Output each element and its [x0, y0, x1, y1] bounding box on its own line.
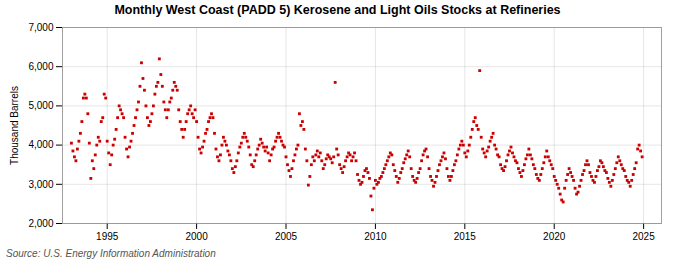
svg-text:2,000: 2,000: [28, 218, 53, 229]
svg-text:7,000: 7,000: [28, 22, 53, 33]
svg-text:2025: 2025: [632, 231, 655, 242]
svg-text:2015: 2015: [454, 231, 477, 242]
svg-text:3,000: 3,000: [28, 179, 53, 190]
svg-text:5,000: 5,000: [28, 100, 53, 111]
svg-text:2020: 2020: [543, 231, 566, 242]
svg-text:2010: 2010: [364, 231, 387, 242]
svg-text:2005: 2005: [275, 231, 298, 242]
svg-text:6,000: 6,000: [28, 61, 53, 72]
html-text:Monthly West Coast (PADD 5) Ke: Monthly West Coast (PADD 5) Kerosene and…: [114, 3, 561, 17]
html-text:Source: U.S. Energy Informatio: Source: U.S. Energy Information Administ…: [6, 248, 216, 259]
svg-text:Thousand Barrels: Thousand Barrels: [9, 86, 20, 165]
svg-text:4,000: 4,000: [28, 139, 53, 150]
svg-text:1995: 1995: [96, 231, 119, 242]
svg-text:2000: 2000: [185, 231, 208, 242]
